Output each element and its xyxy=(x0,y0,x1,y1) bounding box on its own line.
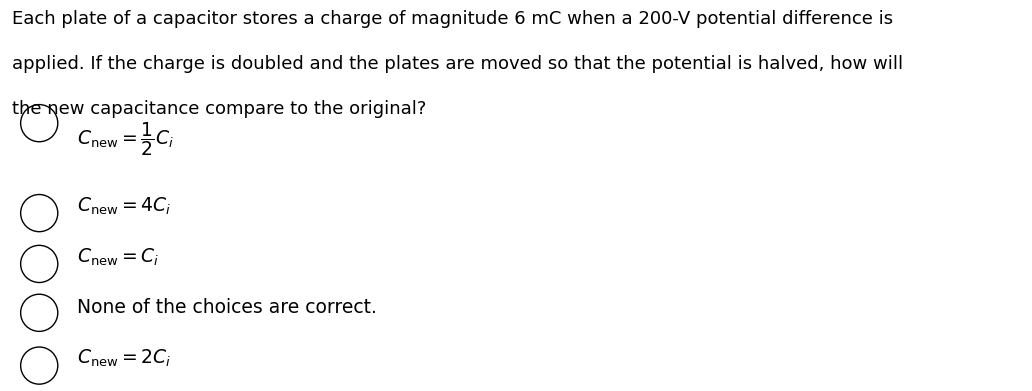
Text: $C_{\mathrm{new}} = 2C_i$: $C_{\mathrm{new}} = 2C_i$ xyxy=(77,348,171,369)
Text: the new capacitance compare to the original?: the new capacitance compare to the origi… xyxy=(12,100,427,118)
Text: Each plate of a capacitor stores a charge of magnitude 6 mC when a 200-V potenti: Each plate of a capacitor stores a charg… xyxy=(12,10,894,28)
Text: $C_{\mathrm{new}} = C_i$: $C_{\mathrm{new}} = C_i$ xyxy=(77,247,160,268)
Text: $C_{\mathrm{new}} = 4C_i$: $C_{\mathrm{new}} = 4C_i$ xyxy=(77,196,171,217)
Text: applied. If the charge is doubled and the plates are moved so that the potential: applied. If the charge is doubled and th… xyxy=(12,55,903,73)
Text: $C_{\mathrm{new}} = \dfrac{1}{2}C_i$: $C_{\mathrm{new}} = \dfrac{1}{2}C_i$ xyxy=(77,120,174,158)
Text: None of the choices are correct.: None of the choices are correct. xyxy=(77,298,378,317)
